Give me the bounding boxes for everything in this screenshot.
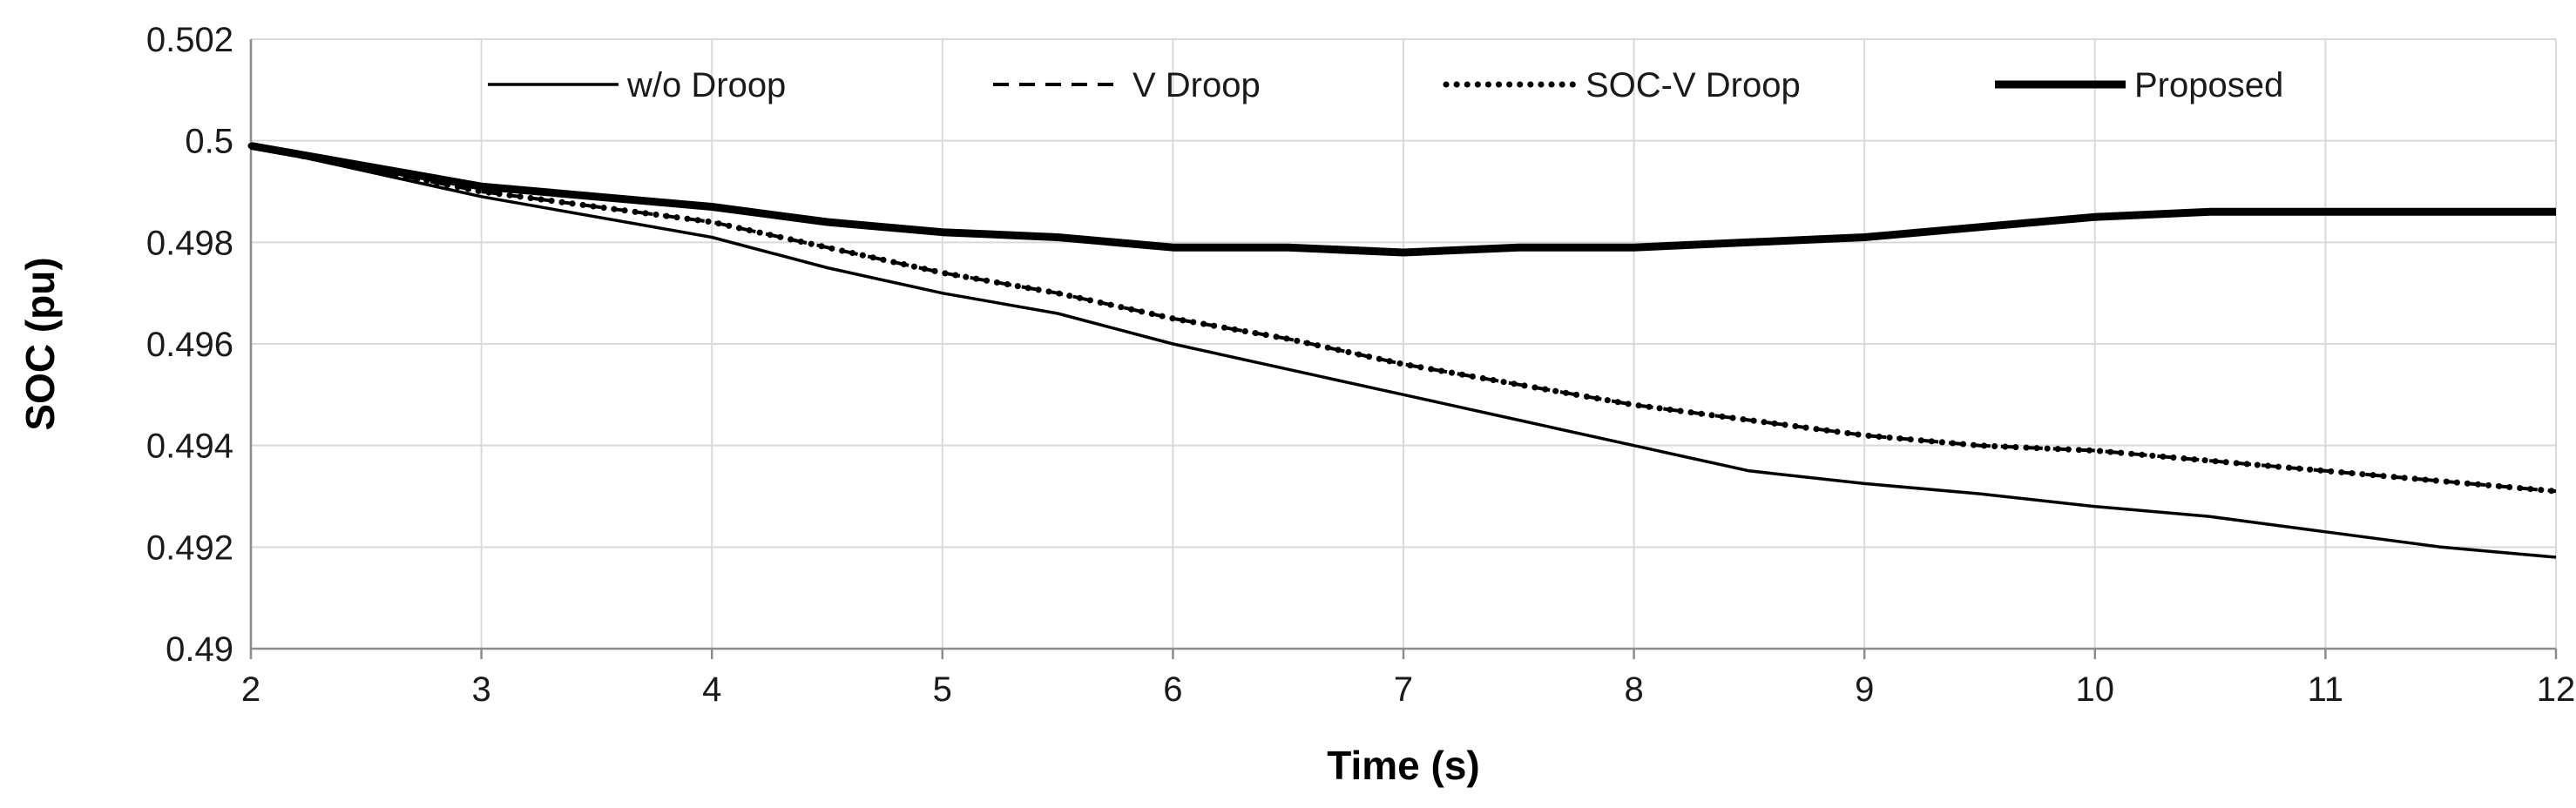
legend-label: Proposed [2134,66,2283,104]
y-tick-label: 0.502 [146,21,233,59]
x-tick-label: 2 [241,670,260,709]
x-axis-title: Time (s) [1327,743,1480,788]
x-tick-label: 3 [471,670,490,709]
x-tick-label: 11 [2308,670,2344,709]
y-tick-label: 0.494 [146,428,233,466]
x-tick-label: 12 [2537,670,2576,709]
y-tick-label: 0.492 [146,529,233,567]
legend: w/o Droop V Droop SOC-V Droop Proposed [488,66,2283,104]
y-tick-label: 0.49 [166,630,233,669]
x-tick-label: 9 [1855,670,1874,709]
grid-lines [251,38,2557,649]
series-line-v-droop [250,144,2557,494]
x-tick-label: 5 [933,670,952,709]
series-lines [247,142,2559,559]
legend-label: V Droop [1132,66,1261,104]
x-tick-label: 4 [702,670,721,709]
y-tick-label: 0.5 [185,123,233,161]
axes [249,39,2558,659]
series-line-w-o-droop [250,144,2557,559]
y-axis-title: SOC (pu) [17,257,63,430]
legend-label: w/o Droop [626,66,786,104]
y-tick-label: 0.496 [146,326,233,364]
x-tick-label: 7 [1394,670,1413,709]
x-tick-label: 10 [2076,670,2115,709]
legend-label: SOC-V Droop [1585,66,1801,104]
series-line-proposed [250,142,2556,257]
tick-labels: 0.49 0.492 0.494 0.496 0.498 0.5 0.502 2 3 4 5 6 7 8 9… [146,21,2575,709]
x-tick-label: 8 [1624,670,1643,709]
y-tick-label: 0.498 [146,224,233,262]
x-tick-label: 6 [1163,670,1182,709]
